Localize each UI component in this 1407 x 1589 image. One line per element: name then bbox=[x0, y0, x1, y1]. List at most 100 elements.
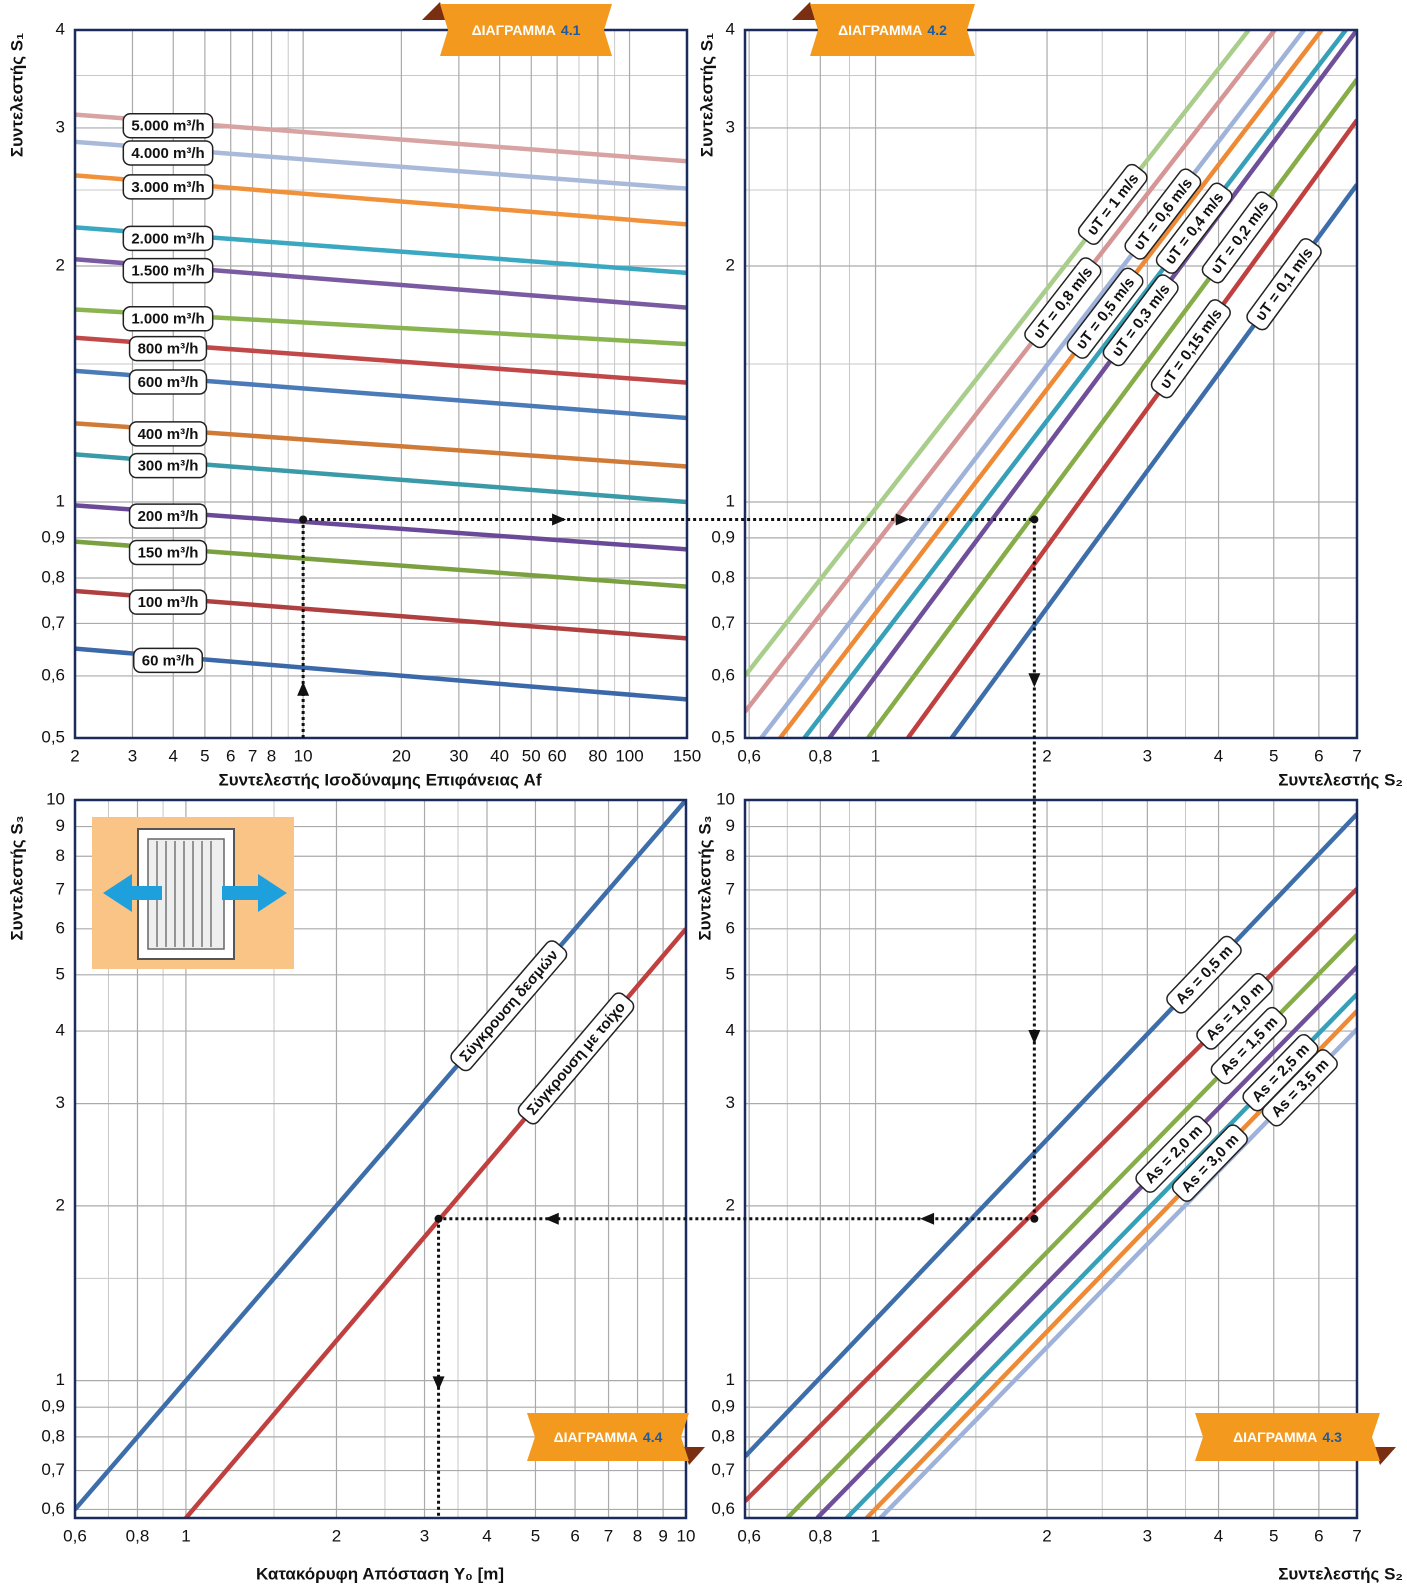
x-tick-label: 4 bbox=[169, 746, 178, 765]
x-tick-label: 5 bbox=[1269, 746, 1278, 765]
guide-arrow bbox=[895, 513, 910, 526]
series-label-text: 60 m³/h bbox=[142, 652, 195, 669]
series-line bbox=[866, 78, 1357, 738]
label-box bbox=[1166, 935, 1242, 1014]
arrow-left bbox=[103, 874, 162, 912]
y-tick-label: 2 bbox=[56, 1195, 65, 1214]
x-tick-label: 5 bbox=[200, 746, 209, 765]
badge-label: ΔΙΑΓΡΑΜΜΑ bbox=[1233, 1429, 1317, 1445]
label-box bbox=[122, 306, 214, 332]
series-label-text: 1.500 m³/h bbox=[131, 263, 204, 280]
y-tick-label: 10 bbox=[46, 789, 65, 808]
y-tick-label: 0,7 bbox=[41, 613, 65, 632]
series-label-text: 200 m³/h bbox=[138, 508, 199, 525]
y-tick-label: 0,7 bbox=[711, 613, 735, 632]
x-tick-label: 4 bbox=[482, 1526, 491, 1545]
badge-number: 4.4 bbox=[643, 1429, 663, 1445]
y-axis-title: Συντελεστής S₁ bbox=[7, 33, 26, 157]
y-tick-label: 5 bbox=[56, 964, 65, 983]
series-line bbox=[802, 30, 1348, 738]
series-label: 60 m³/h bbox=[132, 647, 204, 674]
plot-frame bbox=[73, 28, 689, 740]
x-tick-label: 7 bbox=[248, 746, 257, 765]
series-label: 1.500 m³/h bbox=[122, 257, 214, 284]
x-tick-label: 0,8 bbox=[126, 1526, 150, 1545]
series-label: 4.000 m³/h bbox=[122, 140, 214, 166]
guide-arrow bbox=[1028, 673, 1041, 688]
y-tick-label: 3 bbox=[726, 117, 735, 136]
label-box bbox=[122, 174, 214, 200]
x-tick-label: 2 bbox=[1042, 1526, 1051, 1545]
y-axis-title: Συντελεστής S₃ bbox=[695, 815, 714, 940]
label-box bbox=[128, 335, 208, 362]
plot-frame bbox=[743, 798, 1359, 1520]
label-box bbox=[1135, 1115, 1212, 1193]
badge-fold bbox=[792, 2, 816, 20]
series-label-text: 100 m³/h bbox=[138, 594, 199, 611]
guide-arrow bbox=[1028, 1029, 1041, 1044]
series-label-text: 2.000 m³/h bbox=[131, 230, 204, 247]
series-label-text: 1.000 m³/h bbox=[131, 311, 204, 328]
grille-icon bbox=[92, 817, 294, 969]
badge: ΔΙΑΓΡΑΜΜΑ 4.2 bbox=[792, 2, 975, 56]
y-tick-label: 4 bbox=[56, 1021, 65, 1040]
series-label: 5.000 m³/h bbox=[122, 112, 214, 139]
x-axis-title: Κατακόρυφη Απόσταση Y₀ [m] bbox=[256, 1564, 504, 1583]
guide-point bbox=[1030, 515, 1039, 524]
badge-text: ΔΙΑΓΡΑΜΜΑ 4.1 bbox=[472, 22, 581, 38]
y-tick-label: 1 bbox=[726, 1370, 735, 1389]
label-box bbox=[128, 503, 208, 529]
y-tick-label: 0,6 bbox=[41, 1499, 65, 1518]
x-tick-label: 100 bbox=[615, 746, 643, 765]
y-tick-label: 7 bbox=[726, 879, 735, 898]
series-label-text: 4.000 m³/h bbox=[131, 145, 204, 162]
series-label-text: 150 m³/h bbox=[138, 544, 199, 561]
x-tick-label: 7 bbox=[1352, 1526, 1361, 1545]
x-tick-label: 6 bbox=[570, 1526, 579, 1545]
y-tick-label: 8 bbox=[56, 846, 65, 865]
y-tick-label: 0,8 bbox=[711, 567, 735, 586]
series-label: 300 m³/h bbox=[128, 452, 208, 479]
plot-frame bbox=[73, 798, 688, 1520]
label-box bbox=[1024, 257, 1102, 349]
series-line bbox=[745, 30, 1277, 714]
badge-number: 4.2 bbox=[927, 22, 947, 38]
x-tick-label: 6 bbox=[1314, 746, 1323, 765]
x-tick-label: 1 bbox=[181, 1526, 190, 1545]
label-box bbox=[1124, 168, 1202, 260]
x-tick-label: 80 bbox=[588, 746, 607, 765]
x-tick-label: 3 bbox=[1143, 746, 1152, 765]
series-line bbox=[745, 30, 1251, 678]
guide-arrow bbox=[920, 1212, 935, 1225]
label-box bbox=[128, 369, 208, 395]
x-tick-label: 150 bbox=[673, 746, 701, 765]
badge-body bbox=[440, 4, 612, 56]
series-label: 150 m³/h bbox=[128, 539, 208, 566]
y-tick-label: 6 bbox=[726, 918, 735, 937]
y-tick-label: 0,7 bbox=[711, 1460, 735, 1479]
label-box bbox=[1210, 1006, 1287, 1085]
badge-number: 4.1 bbox=[561, 22, 581, 38]
series-label: 2.000 m³/h bbox=[122, 225, 214, 252]
guide-point bbox=[1030, 1214, 1039, 1223]
x-tick-label: 6 bbox=[1314, 1526, 1323, 1545]
label-box bbox=[1150, 299, 1231, 399]
x-tick-label: 10 bbox=[677, 1526, 696, 1545]
label-box bbox=[122, 140, 214, 166]
y-tick-label: 0,8 bbox=[41, 567, 65, 586]
label-box bbox=[128, 421, 208, 447]
y-tick-label: 0,7 bbox=[41, 1460, 65, 1479]
series-label: 200 m³/h bbox=[128, 503, 208, 529]
x-tick-label: 30 bbox=[449, 746, 468, 765]
x-tick-label: 5 bbox=[531, 1526, 540, 1545]
guide-arrow bbox=[544, 1212, 559, 1225]
series-label-text: 300 m³/h bbox=[138, 458, 199, 475]
label-box bbox=[1155, 182, 1233, 274]
grille-blades bbox=[156, 841, 212, 947]
label-box bbox=[1246, 238, 1322, 331]
y-tick-label: 9 bbox=[56, 816, 65, 835]
label-box bbox=[1171, 1124, 1248, 1202]
y-tick-label: 0,9 bbox=[41, 527, 65, 546]
